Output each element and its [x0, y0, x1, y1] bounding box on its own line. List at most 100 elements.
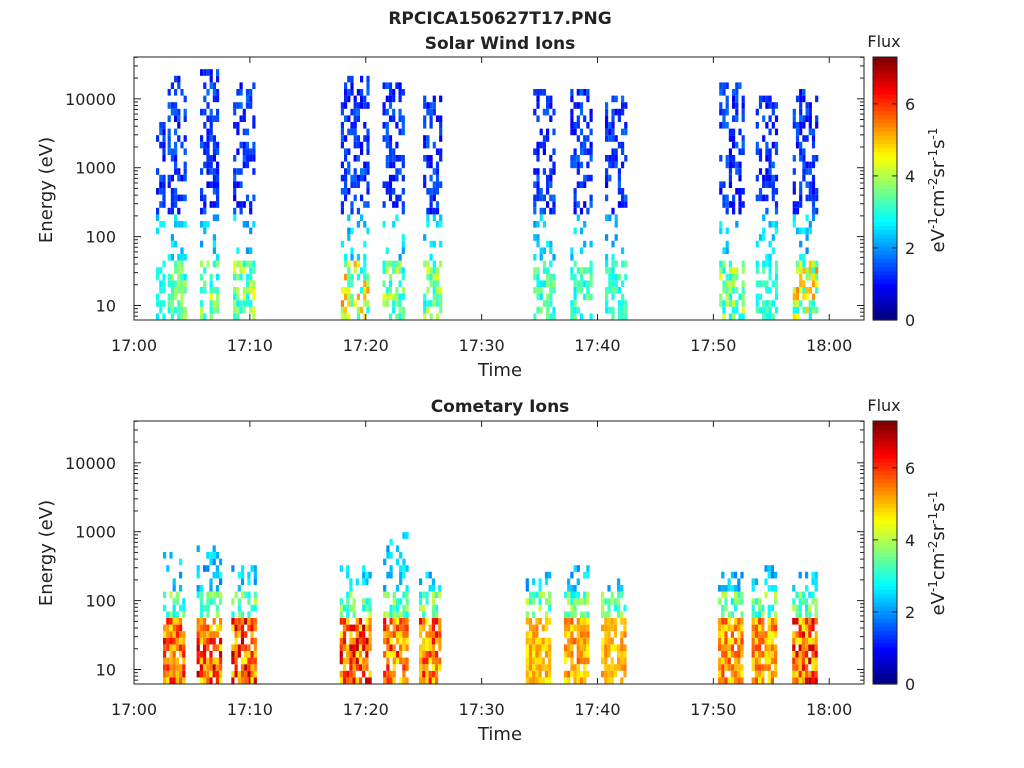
spectrogram-cell: [620, 631, 624, 638]
spectrogram-cell: [342, 664, 347, 671]
spectrogram-cell: [814, 604, 818, 612]
spectrogram-cell: [538, 657, 542, 665]
x-tick-label: 17:10: [227, 700, 273, 719]
spectrogram-cell: [360, 214, 364, 221]
spectrogram-cell: [401, 115, 405, 122]
colorbar-segment: [873, 449, 897, 455]
spectrogram-cell: [539, 194, 543, 202]
spectrogram-cell: [183, 273, 187, 281]
spectrogram-cell: [340, 108, 344, 116]
spectrogram-cell: [172, 644, 176, 651]
spectrogram-cell: [212, 135, 216, 142]
spectrogram-cell: [727, 637, 731, 645]
spectrogram-cell: [758, 188, 763, 195]
spectrogram-cell: [795, 293, 800, 301]
spectrogram-cell: [801, 591, 805, 599]
spectrogram-cell: [431, 585, 435, 592]
spectrogram-cell: [727, 644, 731, 651]
spectrogram-cell: [429, 194, 433, 202]
spectrogram-cell: [363, 95, 367, 103]
spectrogram-cell: [156, 188, 160, 195]
spectrogram-cell: [362, 637, 366, 645]
spectrogram-cell: [815, 194, 819, 202]
spectrogram-cell: [799, 108, 803, 116]
spectrogram-cell: [219, 664, 223, 671]
spectrogram-cell: [172, 657, 176, 665]
spectrogram-cell: [589, 194, 593, 202]
spectrogram-cell: [347, 161, 351, 169]
colorbar-segment: [873, 106, 897, 112]
spectrogram-cell: [728, 280, 732, 287]
spectrogram-cell: [740, 631, 744, 638]
spectrogram-cell: [200, 306, 204, 314]
spectrogram-cell: [356, 102, 360, 109]
spectrogram-cell: [209, 670, 213, 678]
colorbar-segment: [873, 89, 897, 95]
spectrogram-cell: [405, 637, 409, 645]
spectrogram-cell: [549, 300, 553, 307]
spectrogram-cell: [209, 664, 213, 671]
spectrogram-cell: [765, 254, 769, 261]
spectrogram-cell: [169, 664, 173, 671]
spectrogram-cell: [174, 221, 178, 228]
colorbar-segment: [873, 200, 897, 206]
spectrogram-cell: [206, 155, 210, 162]
spectrogram-cell: [423, 293, 427, 301]
spectrogram-cell: [392, 108, 396, 116]
spectrogram-cell: [774, 631, 778, 638]
spectrogram-cell: [209, 82, 213, 89]
spectrogram-cell: [761, 677, 765, 684]
spectrogram-cell: [431, 631, 435, 638]
spectrogram-cell: [764, 591, 768, 599]
spectrogram-cell: [814, 598, 818, 605]
spectrogram-cell: [801, 657, 805, 665]
spectrogram-cell: [536, 240, 540, 248]
spectrogram-cell: [795, 207, 800, 215]
spectrogram-cell: [355, 657, 359, 665]
spectrogram-cell: [425, 598, 429, 605]
spectrogram-cell: [758, 95, 763, 103]
spectrogram-cell: [431, 637, 435, 645]
spectrogram-cell: [383, 670, 387, 678]
spectrogram-cell: [209, 155, 213, 162]
spectrogram-cell: [209, 585, 213, 592]
spectrogram-cell: [206, 260, 210, 268]
spectrogram-cell: [798, 604, 802, 612]
spectrogram-cell: [621, 313, 625, 320]
spectrogram-cell: [718, 624, 722, 632]
spectrogram-cell: [532, 644, 536, 651]
colorbar-segment: [873, 433, 897, 439]
spectrogram-cell: [751, 618, 755, 625]
spectrogram-cell: [621, 260, 625, 268]
spectrogram-cell: [762, 194, 766, 202]
spectrogram-cell: [573, 122, 577, 129]
spectrogram-cell: [382, 135, 386, 142]
spectrogram-cell: [398, 306, 402, 314]
spectrogram-cell: [209, 631, 213, 638]
spectrogram-cell: [199, 598, 203, 605]
spectrogram-cell: [183, 174, 187, 182]
colorbar-segment: [873, 114, 897, 120]
spectrogram-cell: [386, 637, 390, 645]
spectrogram-cell: [216, 141, 220, 149]
spectrogram-cell: [754, 618, 758, 625]
spectrogram-cell: [801, 664, 805, 671]
spectrogram-cell: [730, 644, 734, 651]
spectrogram-cell: [360, 75, 364, 83]
spectrogram-cell: [365, 624, 369, 632]
spectrogram-cell: [240, 664, 245, 671]
spectrogram-cell: [611, 260, 615, 268]
spectrogram-cell: [611, 155, 615, 162]
spectrogram-cell: [617, 300, 621, 307]
spectrogram-cell: [805, 287, 809, 294]
spectrogram-cell: [754, 637, 758, 645]
spectrogram-cell: [431, 618, 435, 625]
spectrogram-cell: [245, 280, 250, 287]
spectrogram-cell: [215, 631, 219, 638]
spectrogram-cell: [389, 631, 393, 638]
spectrogram-cell: [423, 306, 427, 314]
x-axis-label: Time: [477, 724, 522, 745]
colorbar-segment: [873, 192, 897, 198]
spectrogram-cell: [570, 618, 574, 625]
spectrogram-cell: [722, 287, 726, 294]
